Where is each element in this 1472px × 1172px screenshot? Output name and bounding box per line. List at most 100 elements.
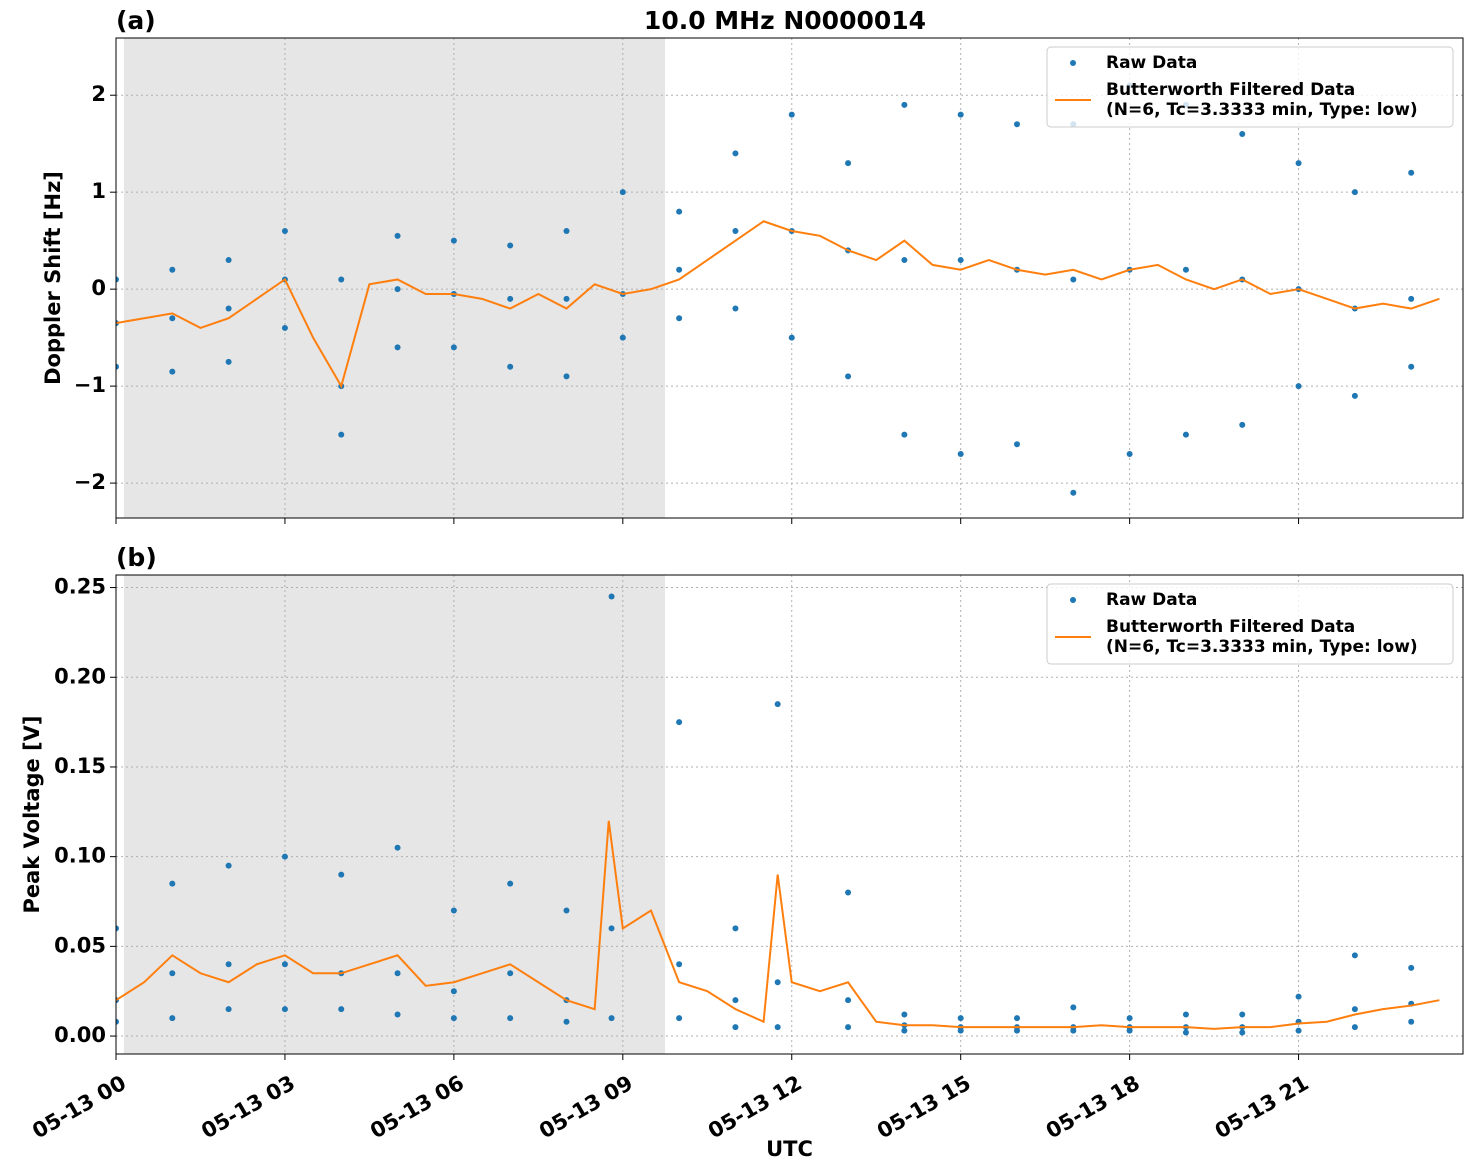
raw-point [225, 961, 232, 968]
raw-point [338, 1006, 345, 1013]
raw-point [1408, 1018, 1415, 1025]
raw-point [281, 853, 288, 860]
raw-point [676, 266, 683, 273]
raw-point [732, 997, 739, 1004]
raw-point [281, 1006, 288, 1013]
raw-point [225, 257, 232, 264]
raw-point [957, 451, 964, 457]
raw-point [1126, 451, 1133, 457]
y-tick-label: −2 [74, 470, 106, 494]
raw-point [619, 189, 626, 196]
raw-point [676, 719, 683, 726]
raw-point [957, 1027, 964, 1034]
raw-point [225, 305, 232, 312]
raw-point [116, 1018, 119, 1025]
raw-point [1239, 1011, 1246, 1018]
x-tick-label: 05-13 15 [873, 1071, 975, 1144]
raw-point [1408, 169, 1415, 176]
chart-title: 10.0 MHz N0000014 [644, 6, 926, 35]
raw-point [676, 208, 683, 215]
x-tick-label: 05-13 21 [1211, 1071, 1313, 1144]
raw-point [788, 334, 795, 341]
raw-point [901, 1011, 908, 1018]
x-tick-label: 05-13 18 [1042, 1071, 1144, 1144]
raw-point [608, 925, 615, 932]
legend-label: Raw Data [1106, 590, 1197, 610]
raw-point [563, 373, 570, 380]
raw-point [845, 160, 852, 167]
raw-point [507, 242, 514, 249]
raw-point [1070, 1027, 1077, 1034]
x-tick-label: 05-13 06 [366, 1071, 468, 1144]
raw-point [1351, 952, 1358, 959]
raw-point [732, 150, 739, 157]
raw-point [774, 701, 781, 708]
raw-point [563, 227, 570, 234]
raw-point [563, 1018, 570, 1025]
raw-point [507, 970, 514, 977]
x-axis-label: UTC [766, 1137, 813, 1161]
shaded-span [123, 575, 666, 1054]
raw-point [845, 373, 852, 380]
legend-marker [1070, 597, 1076, 603]
x-tick-label: 05-13 09 [535, 1071, 637, 1144]
y-tick-label: 0.20 [54, 664, 106, 688]
raw-point [676, 961, 683, 968]
y-tick-label: 1 [91, 179, 106, 203]
legend-line: Butterworth Filtered Data [1106, 80, 1355, 100]
raw-point [169, 266, 176, 273]
raw-point [1182, 431, 1189, 438]
raw-point [563, 295, 570, 302]
raw-point [507, 880, 514, 887]
raw-point [225, 358, 232, 365]
raw-point [507, 363, 514, 370]
raw-point [845, 889, 852, 896]
y-tick-label: 0.05 [54, 933, 106, 957]
raw-point [676, 315, 683, 322]
raw-point [845, 1024, 852, 1031]
x-tick-label: 05-13 03 [197, 1071, 299, 1144]
raw-point [394, 844, 401, 851]
shaded-span [123, 38, 666, 518]
raw-point [845, 997, 852, 1004]
raw-point [957, 1015, 964, 1022]
raw-point [1351, 392, 1358, 399]
plot-frame [115, 574, 1464, 1055]
raw-point [450, 237, 457, 244]
raw-point [450, 988, 457, 995]
raw-point [1014, 441, 1021, 448]
raw-point [1182, 1011, 1189, 1018]
legend-line: (N=6, Tc=3.3333 min, Type: low) [1106, 637, 1418, 657]
raw-point [1014, 121, 1021, 128]
raw-point [1070, 276, 1077, 283]
plot-area [116, 575, 1463, 1054]
y-tick-label: 0.00 [54, 1023, 106, 1047]
raw-point [732, 1024, 739, 1031]
legend-label: Butterworth Filtered Data (N=6, Tc=3.3333… [1106, 80, 1418, 120]
y-tick-label: 0.15 [54, 754, 106, 778]
raw-point [1070, 489, 1077, 496]
raw-point [116, 363, 119, 370]
legend-label: Butterworth Filtered Data (N=6, Tc=3.3333… [1106, 617, 1418, 657]
raw-point [732, 925, 739, 932]
raw-point [225, 862, 232, 869]
raw-point [608, 1015, 615, 1022]
raw-point [450, 907, 457, 914]
raw-point [1014, 1027, 1021, 1034]
raw-point [338, 276, 345, 283]
raw-point [281, 227, 288, 234]
y-tick-label: 0.10 [54, 844, 106, 868]
panel-label: (a) [116, 6, 156, 35]
raw-point [169, 315, 176, 322]
raw-point [563, 907, 570, 914]
raw-point [1408, 363, 1415, 370]
filtered-line [116, 220, 1440, 389]
raw-point [169, 368, 176, 375]
raw-point [338, 431, 345, 438]
legend-line: Butterworth Filtered Data [1106, 617, 1355, 637]
raw-point [116, 276, 119, 283]
raw-point [619, 334, 626, 341]
y-axis-label: Peak Voltage [V] [20, 715, 44, 913]
raw-point [788, 111, 795, 118]
raw-point [1126, 1027, 1133, 1034]
